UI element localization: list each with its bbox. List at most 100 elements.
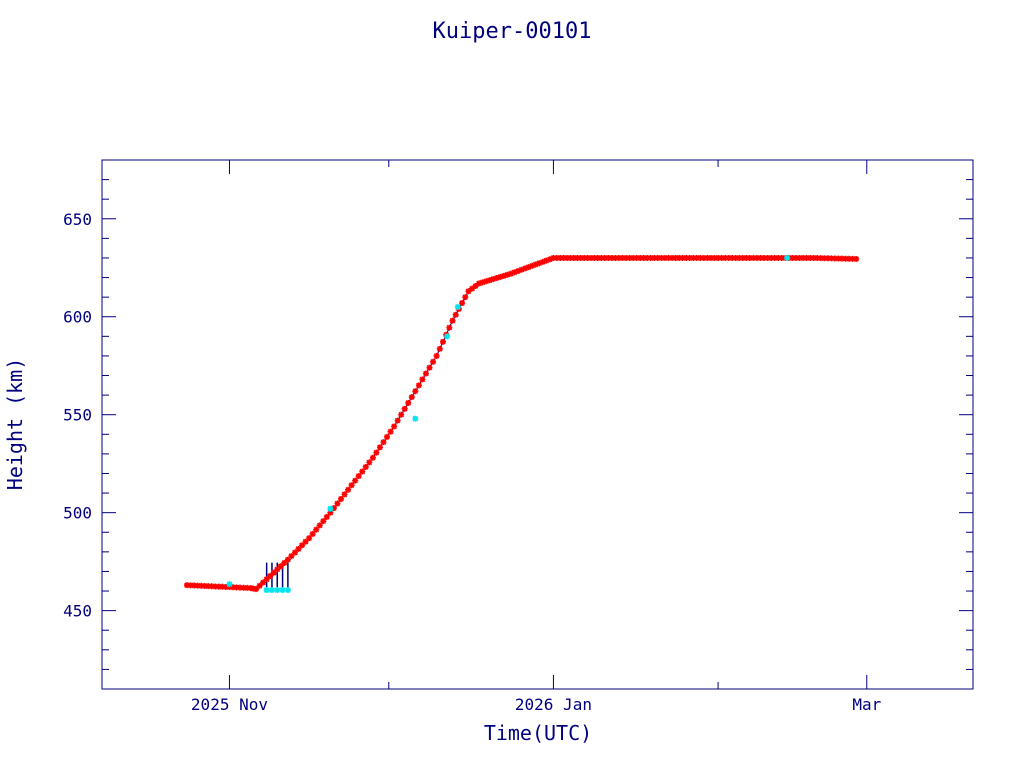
data-point bbox=[219, 583, 226, 590]
data-point bbox=[803, 254, 810, 261]
data-point bbox=[274, 566, 281, 573]
data-point bbox=[419, 376, 426, 383]
data-point bbox=[704, 254, 711, 261]
data-point bbox=[757, 254, 764, 261]
data-point bbox=[295, 545, 302, 552]
data-point bbox=[398, 411, 405, 418]
data-point bbox=[507, 270, 514, 277]
data-point bbox=[476, 280, 483, 287]
data-point bbox=[345, 486, 352, 493]
data-point bbox=[612, 254, 619, 261]
data-point bbox=[784, 254, 791, 261]
x-tick-label: Mar bbox=[852, 695, 881, 714]
data-point bbox=[313, 526, 320, 533]
x-axis-label: Time(UTC) bbox=[484, 721, 592, 745]
data-point bbox=[792, 254, 799, 261]
data-point bbox=[577, 254, 584, 261]
data-point bbox=[669, 254, 676, 261]
data-point bbox=[191, 582, 198, 589]
data-point bbox=[679, 254, 686, 261]
data-point bbox=[256, 582, 263, 589]
data-point bbox=[518, 266, 525, 273]
data-point bbox=[369, 454, 376, 461]
data-point bbox=[198, 582, 205, 589]
data-point bbox=[468, 285, 475, 292]
y-tick-label: 550 bbox=[63, 406, 92, 425]
data-point bbox=[539, 258, 546, 265]
data-point bbox=[557, 254, 564, 261]
data-point bbox=[452, 311, 459, 318]
data-point bbox=[436, 345, 443, 352]
data-point bbox=[449, 317, 456, 324]
data-point bbox=[725, 254, 732, 261]
data-point bbox=[529, 262, 536, 269]
data-point bbox=[651, 254, 658, 261]
y-tick-label: 500 bbox=[63, 504, 92, 523]
data-point bbox=[564, 254, 571, 261]
data-point bbox=[746, 254, 753, 261]
data-point bbox=[486, 277, 493, 284]
series-connector bbox=[186, 257, 857, 590]
data-points bbox=[183, 254, 860, 594]
data-point bbox=[849, 255, 856, 262]
data-point bbox=[515, 268, 522, 275]
data-point bbox=[380, 439, 387, 446]
data-point bbox=[426, 364, 433, 371]
data-point bbox=[570, 254, 577, 261]
data-point bbox=[536, 260, 543, 267]
data-point bbox=[640, 254, 647, 261]
data-point bbox=[366, 459, 373, 466]
data-point bbox=[633, 254, 640, 261]
data-point bbox=[697, 254, 704, 261]
data-point bbox=[546, 256, 553, 263]
data-point bbox=[676, 254, 683, 261]
data-point bbox=[277, 563, 284, 570]
data-point bbox=[637, 254, 644, 261]
plot-frame bbox=[101, 159, 974, 690]
data-point bbox=[362, 463, 369, 470]
data-point bbox=[316, 522, 323, 529]
data-point bbox=[626, 254, 633, 261]
data-point bbox=[661, 254, 668, 261]
data-point bbox=[240, 584, 247, 591]
data-point bbox=[479, 279, 486, 286]
data-point bbox=[387, 428, 394, 435]
data-point bbox=[504, 271, 511, 278]
data-point bbox=[707, 254, 714, 261]
data-point bbox=[493, 274, 500, 281]
data-point bbox=[299, 542, 306, 549]
data-point bbox=[226, 581, 233, 588]
data-point bbox=[853, 255, 860, 262]
data-point bbox=[208, 583, 215, 590]
data-point bbox=[553, 254, 560, 261]
data-point bbox=[560, 254, 567, 261]
data-point bbox=[341, 491, 348, 498]
data-point bbox=[658, 254, 665, 261]
data-point bbox=[594, 254, 601, 261]
data-point bbox=[394, 417, 401, 424]
data-point bbox=[306, 535, 313, 542]
data-point bbox=[739, 254, 746, 261]
data-point bbox=[810, 254, 817, 261]
data-point bbox=[446, 324, 453, 331]
data-point bbox=[233, 584, 240, 591]
data-point bbox=[284, 587, 291, 594]
x-tick-label: 2025 Nov bbox=[191, 695, 268, 714]
data-point bbox=[302, 538, 309, 545]
data-point bbox=[615, 254, 622, 261]
data-point bbox=[267, 573, 274, 580]
data-point bbox=[430, 358, 437, 365]
data-point bbox=[279, 587, 286, 594]
data-point bbox=[619, 254, 626, 261]
data-point bbox=[532, 261, 539, 268]
data-point bbox=[284, 556, 291, 563]
data-point bbox=[309, 530, 316, 537]
data-point bbox=[630, 254, 637, 261]
data-point bbox=[222, 583, 229, 590]
data-point bbox=[838, 255, 845, 262]
data-point bbox=[444, 333, 451, 340]
data-point bbox=[355, 473, 362, 480]
data-point bbox=[771, 254, 778, 261]
data-point bbox=[348, 482, 355, 489]
